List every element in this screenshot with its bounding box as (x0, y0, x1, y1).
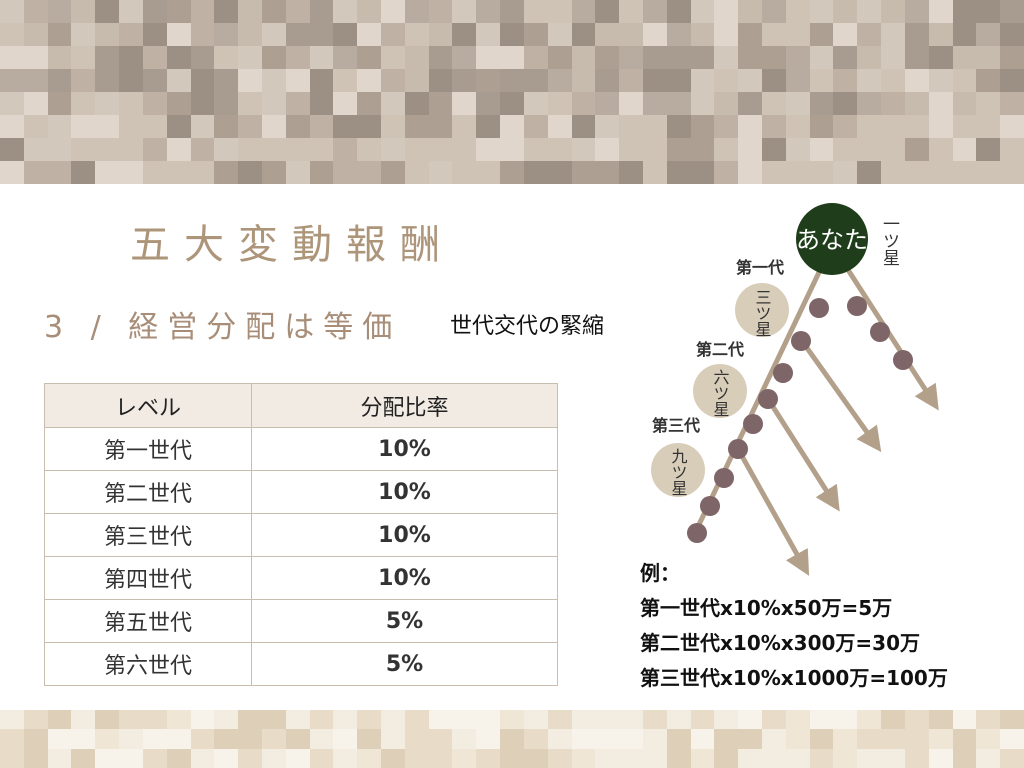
example-line: 第一世代x10%x50万=5万 (640, 596, 893, 620)
branch-gen2 (765, 397, 840, 512)
table-row: 第三世代 10% (44, 513, 558, 557)
gen3-star-bubble (651, 443, 705, 497)
level-cell: 第四世代 (44, 556, 252, 600)
tree-node (809, 298, 829, 318)
branch-gen1 (799, 339, 882, 453)
table-row: 第六世代 5% (44, 642, 558, 686)
rate-cell: 10% (251, 470, 558, 514)
subtitle-note: 世代交代の緊縮 (450, 314, 605, 339)
gen3-label: 第三代 (652, 416, 700, 435)
gen1-star-label: 三ツ星 (753, 289, 772, 337)
tree-node (870, 322, 890, 342)
example-line: 第三世代x10%x1000万=100万 (640, 666, 948, 690)
level-cell: 第二世代 (44, 470, 252, 514)
level-cell: 第一世代 (44, 427, 252, 471)
distribution-table: レベル 分配比率 第一世代 10% 第二世代 10% 第三世代 10% 第四世代… (44, 383, 558, 686)
column-header-rate: 分配比率 (251, 383, 558, 428)
example-block: 例： 第一世代x10%x50万=5万 第二世代x10%x300万=30万 第三世… (640, 556, 948, 696)
page-subtitle: 3 / 経営分配は等価 (44, 310, 402, 345)
example-heading: 例： (640, 561, 680, 585)
tree-node (743, 414, 763, 434)
footer-decorative-strip (0, 710, 1024, 768)
rate-cell: 10% (251, 556, 558, 600)
table-row: 第一世代 10% (44, 427, 558, 471)
gen2-label: 第二代 (696, 340, 744, 359)
rate-cell: 5% (251, 642, 558, 686)
star-one-label: 一ツ星 (879, 215, 900, 266)
you-node (796, 203, 868, 275)
level-cell: 第六世代 (44, 642, 252, 686)
rate-cell: 10% (251, 427, 558, 471)
rate-cell: 5% (251, 599, 558, 643)
tree-node (893, 350, 913, 370)
table-header-row: レベル 分配比率 (44, 383, 558, 428)
table-row: 第二世代 10% (44, 470, 558, 514)
tree-node (847, 296, 867, 316)
tree-node (728, 439, 748, 459)
example-line: 第二世代x10%x300万=30万 (640, 631, 921, 655)
column-header-level: レベル (44, 383, 252, 428)
level-cell: 第五世代 (44, 599, 252, 643)
page-title: 五大変動報酬 (130, 222, 454, 268)
tree-node (791, 331, 811, 351)
table-row: 第四世代 10% (44, 556, 558, 600)
gen3-star-label: 九ツ星 (669, 448, 688, 496)
gen1-label: 第一代 (736, 258, 784, 277)
tree-node (758, 389, 778, 409)
header-banner-image (0, 0, 1024, 184)
tree-node (687, 523, 707, 543)
gen2-star-bubble (693, 364, 747, 418)
rate-cell: 10% (251, 513, 558, 557)
tree-node (773, 363, 793, 383)
gen2-star-label: 六ツ星 (711, 369, 730, 417)
tree-node (700, 496, 720, 516)
table-row: 第五世代 5% (44, 599, 558, 643)
gen1-star-bubble (735, 283, 789, 337)
tree-node (714, 468, 734, 488)
you-label: あなた (796, 226, 868, 254)
level-cell: 第三世代 (44, 513, 252, 557)
branch-gen3 (735, 447, 810, 576)
generation-tree-diagram: あなた 一ツ星 第一代 三ツ星 第二代 六ツ星 第三代 九ツ星 (651, 203, 939, 576)
